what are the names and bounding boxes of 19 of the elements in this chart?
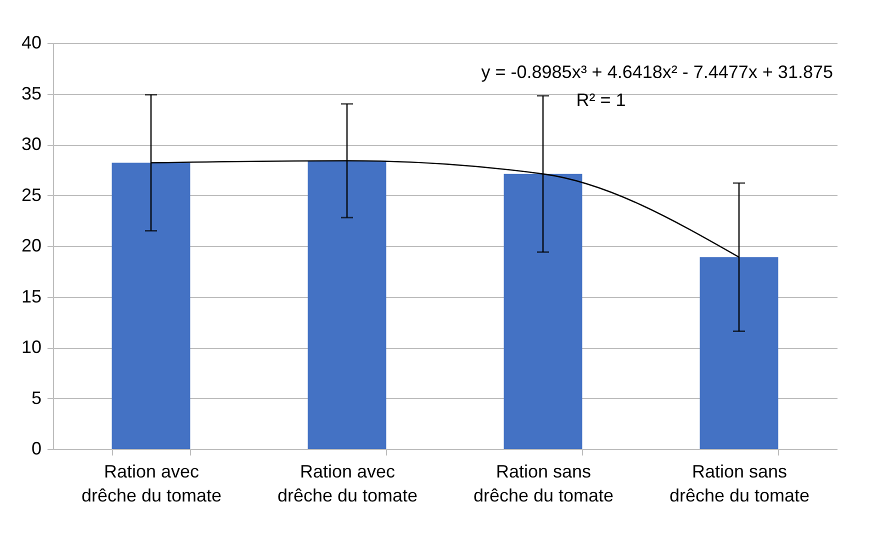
x-tick-label: Ration avec drêche du tomate [81, 462, 222, 506]
bar [504, 174, 582, 449]
y-tick-label: 5 [31, 388, 42, 408]
bar [112, 162, 190, 449]
y-tick-label: 15 [21, 286, 42, 306]
x-tick-label: Ration sans drêche du tomate [473, 462, 614, 506]
y-tick-label: 30 [21, 134, 42, 154]
y-tick-label: 20 [21, 236, 42, 256]
annotation: R² = 1 [576, 90, 626, 110]
annotation: y = -0.8985x³ + 4.6418x² - 7.4477x + 31.875 [481, 62, 833, 82]
y-tick-label: 25 [21, 184, 42, 205]
y-tick-label: 10 [21, 337, 42, 357]
y-tick-label: 40 [21, 32, 42, 52]
bar [308, 160, 386, 449]
bar [700, 257, 778, 449]
y-tick-label: 35 [21, 83, 42, 104]
x-tick-label: Ration sans drêche du tomate [669, 462, 810, 506]
y-tick-label: 0 [31, 438, 42, 458]
x-tick-label: Ration avec drêche du tomate [277, 462, 418, 506]
